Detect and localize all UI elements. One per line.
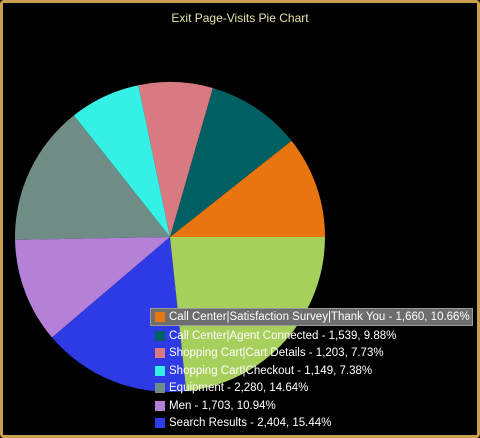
legend-swatch <box>155 312 165 322</box>
pie-slice-equipment[interactable] <box>15 115 170 240</box>
legend-label: Call Center|Agent Connected - 1,539, 9.8… <box>169 329 397 342</box>
legend-item[interactable]: Shopping Cart|Checkout - 1,149, 7.38% <box>151 363 473 379</box>
legend-label: Shopping Cart|Checkout - 1,149, 7.38% <box>169 364 373 377</box>
pie-slice-call-center-satisfaction-survey-thank-you[interactable] <box>170 140 325 237</box>
legend-item[interactable]: Call Center|Agent Connected - 1,539, 9.8… <box>151 328 473 344</box>
chart-title: Exit Page-Visits Pie Chart <box>171 11 309 25</box>
legend-swatch <box>155 383 165 393</box>
chart-legend: Call Center|Satisfaction Survey|Thank Yo… <box>150 308 473 436</box>
pie-slice-shopping-cart-checkout[interactable] <box>73 85 170 237</box>
legend-label: Search Results - 2,404, 15.44% <box>169 417 332 429</box>
pie-chart <box>15 81 325 393</box>
legend-label: Search Results|No Results - 3,633, 23.33… <box>169 435 391 436</box>
legend-label: Shopping Cart|Cart Details - 1,203, 7.73… <box>169 347 384 359</box>
pie-slice-men[interactable] <box>15 237 171 338</box>
pie-slice-call-center-agent-connected[interactable] <box>170 88 292 237</box>
legend-label: Equipment - 2,280, 14.64% <box>169 382 309 394</box>
legend-swatch <box>155 400 165 411</box>
legend-swatch <box>155 365 165 376</box>
legend-item[interactable]: Equipment - 2,280, 14.64% <box>151 380 473 396</box>
legend-item[interactable]: Men - 1,703, 10.94% <box>151 398 473 414</box>
legend-label: Men - 1,703, 10.94% <box>169 399 276 412</box>
legend-swatch <box>155 348 165 358</box>
pie-slice-shopping-cart-cart-details[interactable] <box>138 81 213 237</box>
legend-label: Call Center|Satisfaction Survey|Thank Yo… <box>169 311 470 323</box>
pie-slice-search-results[interactable] <box>52 237 187 393</box>
legend-swatch <box>155 418 165 428</box>
legend-item[interactable]: Search Results|No Results - 3,633, 23.33… <box>151 433 473 436</box>
legend-item[interactable]: Shopping Cart|Cart Details - 1,203, 7.73… <box>151 345 473 361</box>
legend-swatch <box>155 330 165 341</box>
legend-item[interactable]: Search Results - 2,404, 15.44% <box>151 415 473 431</box>
legend-item[interactable]: Call Center|Satisfaction Survey|Thank Yo… <box>150 308 473 326</box>
